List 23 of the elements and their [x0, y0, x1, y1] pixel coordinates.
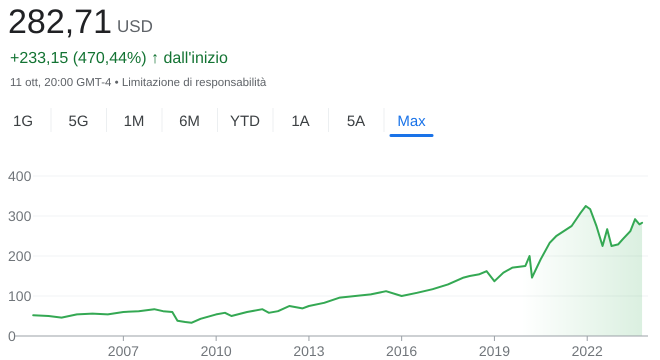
x-tick-label: 2022	[572, 343, 603, 359]
text: 11 ott, 20:00 GMT-4 • Limitazione di responsabilità	[10, 77, 267, 89]
y-tick-label: 200	[8, 248, 32, 264]
x-tick-label: 2016	[386, 343, 418, 359]
chart-title: 282,71	[8, 3, 112, 41]
text: USD	[117, 17, 153, 36]
y-tick-label: 0	[8, 328, 16, 344]
y-tick-label: 100	[8, 288, 32, 304]
text: Max	[397, 113, 426, 130]
x-tick-label: 2010	[200, 343, 232, 359]
text: YTD	[230, 113, 260, 130]
chart-subtitle: +233,15 (470,44%) ↑ dall'inizio	[10, 50, 228, 67]
text: 6M	[179, 113, 200, 130]
x-tick-label: 2013	[293, 343, 325, 359]
y-tick-label: 300	[8, 208, 32, 224]
x-tick-label: 2007	[108, 343, 140, 359]
y-tick-label: 400	[8, 168, 32, 184]
text: 1M	[124, 113, 144, 130]
text: 5G	[68, 113, 89, 130]
text: 1A	[291, 113, 310, 130]
x-tick-label: 2019	[478, 343, 510, 359]
text: 1G	[12, 113, 34, 130]
text: 5A	[346, 113, 366, 130]
